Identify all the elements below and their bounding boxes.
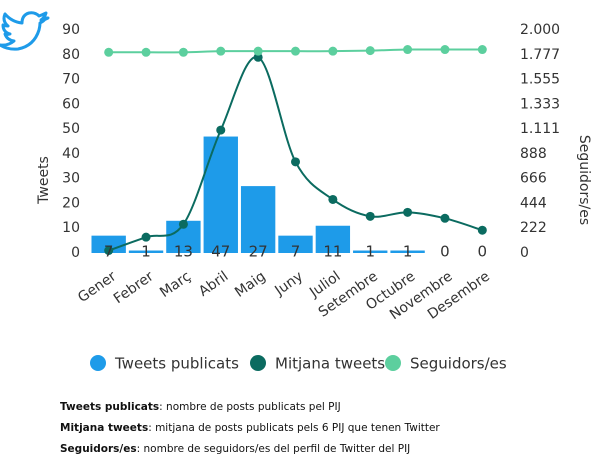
y2-tick-label: 888 (520, 146, 547, 162)
point (216, 46, 226, 56)
x-tick-label: Febrer (111, 268, 157, 307)
point (440, 213, 450, 223)
bar (240, 186, 276, 253)
legend-marker (385, 355, 401, 371)
value-label: 0 (440, 243, 450, 261)
point (440, 45, 450, 55)
y-tick-label: 0 (71, 245, 80, 261)
bar (91, 235, 126, 253)
x-tick-label: Abril (196, 268, 231, 299)
y-tick-label: 90 (62, 22, 80, 38)
y-tick-label: 30 (62, 171, 80, 187)
note-term: Tweets publicats (60, 401, 159, 413)
y2-tick-label: 666 (520, 171, 547, 187)
y2-tick-label: 444 (520, 195, 547, 211)
value-label: 13 (174, 243, 193, 261)
point (291, 46, 300, 56)
point (216, 125, 226, 135)
note-term: Mitjana tweets (60, 422, 148, 434)
bar (390, 250, 425, 253)
note-text: : nombre de seguidors/es del perfil de T… (137, 443, 411, 455)
y2-tick-label: 0 (520, 245, 529, 261)
note-term: Seguidors/es (60, 443, 137, 455)
y-tick-label: 20 (62, 195, 80, 211)
point (403, 45, 413, 55)
value-label: 1 (141, 243, 151, 261)
y-tick-label: 60 (62, 96, 80, 112)
value-label: 7 (291, 243, 301, 261)
value-label: 1 (365, 243, 375, 261)
bar (278, 235, 313, 253)
point (141, 232, 151, 242)
x-tick-label: Maig (232, 268, 269, 300)
note: Tweets publicats: nombre de posts public… (60, 401, 341, 413)
note: Mitjana tweets: mitjana de posts publica… (60, 422, 440, 434)
note-text: : nombre de posts publicats pel PIJ (159, 401, 341, 413)
legend-label: Tweets publicats (114, 355, 239, 373)
y2-tick-label: 2.000 (520, 22, 560, 38)
point (477, 225, 487, 235)
y2-tick-label: 1.777 (520, 47, 560, 63)
value-label: 11 (323, 243, 342, 261)
y2-tick-label: 1.111 (520, 121, 560, 137)
point (141, 47, 151, 57)
note-text: : mitjana de posts publicats pels 6 PIJ … (148, 422, 440, 434)
value-label: 0 (478, 243, 488, 261)
point (104, 246, 114, 256)
point (178, 219, 188, 229)
y-tick-label: 10 (62, 220, 80, 236)
point (328, 194, 338, 204)
value-label: 7 (104, 243, 114, 261)
y2-tick-label: 1.555 (520, 72, 560, 88)
bar (353, 250, 388, 253)
point (365, 211, 375, 221)
line (108, 56, 483, 252)
y-tick-label: 50 (62, 121, 80, 137)
x-tick-label: Juny (271, 268, 306, 299)
bar (128, 250, 164, 253)
bar (203, 136, 238, 253)
point (328, 46, 338, 56)
point (365, 46, 375, 56)
twitter-icon (0, 11, 50, 51)
point (104, 47, 114, 57)
y2-tick-label: 1.333 (520, 96, 560, 112)
bar (315, 225, 351, 253)
point (403, 207, 413, 217)
x-tick-label: Gener (75, 268, 119, 306)
value-label: 27 (249, 243, 268, 261)
point (291, 157, 300, 167)
y-tick-label: 80 (62, 47, 80, 63)
point (477, 45, 487, 55)
value-label: 47 (211, 243, 230, 261)
point (253, 46, 263, 56)
y2-tick-label: 222 (520, 220, 547, 236)
point (178, 47, 188, 57)
legend-marker (90, 355, 106, 371)
y2-axis-label: Seguidors/es (576, 135, 592, 225)
note: Seguidors/es: nombre de seguidors/es del… (60, 443, 410, 455)
value-label: 1 (403, 243, 413, 261)
legend-label: Seguidors/es (410, 355, 507, 373)
x-tick-label: Març (157, 268, 194, 301)
legend-label: Mitjana tweets (275, 355, 385, 373)
legend-marker (250, 355, 266, 371)
y-tick-label: 70 (62, 72, 80, 88)
y-axis-label: Tweets (36, 156, 52, 205)
y-tick-label: 40 (62, 146, 80, 162)
